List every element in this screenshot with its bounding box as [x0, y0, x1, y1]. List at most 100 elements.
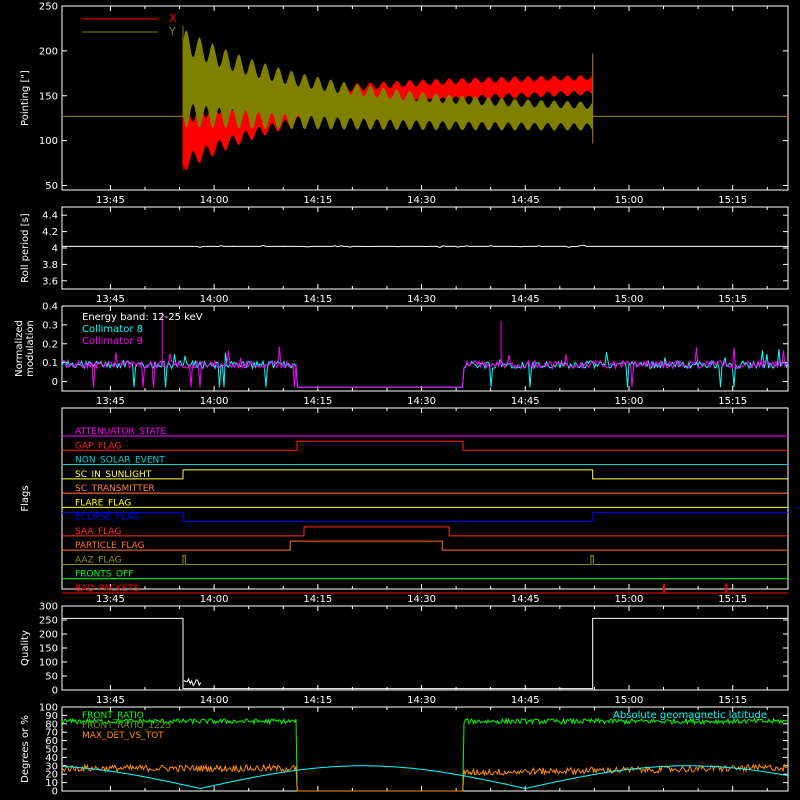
flag-label-saa-flag: SAA_FLAG	[75, 527, 121, 537]
flag-label-particle-flag: PARTICLE_FLAG	[75, 541, 145, 551]
x-tick-label: 13:45	[96, 195, 125, 206]
quality-noise	[183, 677, 202, 687]
x-tick-label: 13:45	[96, 695, 125, 706]
y-tick-label: 300	[39, 602, 58, 613]
y-tick-label: 70	[45, 728, 58, 739]
quality-line	[62, 617, 788, 690]
x-tick-label: 14:15	[303, 396, 332, 407]
x-tick-label: 13:45	[96, 594, 125, 605]
x-tick-label: 15:00	[615, 396, 644, 407]
flag-label-eclipse-flag: ECLIPSE_FLAG	[75, 513, 139, 523]
legend-label-max-det-vs-tot: MAX_DET_VS_TOT	[82, 731, 164, 741]
y-tick-label: 3.8	[42, 260, 58, 271]
flag-label-gap-flag: GAP_FLAG	[75, 441, 121, 451]
series-y-band	[183, 30, 593, 131]
y-tick-label: 4	[52, 244, 58, 255]
x-tick-label: 15:15	[718, 695, 747, 706]
modulation-ylabel: Normalizedmodulation	[14, 320, 36, 377]
modulation-annotation: Energy band: 12-25 keV	[82, 312, 203, 323]
y-tick-label: 250	[39, 616, 58, 627]
flag-label-sc-in-sunlight: SC_IN_SUNLIGHT	[75, 470, 152, 480]
y-tick-label: 250	[39, 2, 58, 13]
x-tick-label: 14:45	[511, 294, 540, 305]
series-max-det-vs-tot-line	[61, 763, 787, 792]
x-tick-label: 14:30	[407, 396, 436, 407]
x-tick-label: 14:00	[200, 294, 229, 305]
y-tick-label: 4.4	[42, 211, 58, 222]
y-tick-label: 0	[52, 686, 58, 697]
pointing-frame	[61, 5, 789, 191]
y-tick-label: 80	[45, 719, 58, 730]
x-tick-label: 14:45	[511, 594, 540, 605]
legend-label-front-ratio-1225: FRONT_RATIO_1225	[82, 721, 171, 731]
flag-label-sc-transmitter: SC_TRANSMITTER	[75, 484, 155, 494]
x-tick-label: 15:15	[718, 396, 747, 407]
flag-line-aaz-flag	[62, 554, 788, 565]
flag-label-bad-packets: BAD_PACKETS	[75, 584, 139, 594]
y-tick-label: 150	[39, 644, 58, 655]
y-tick-label: 40	[45, 753, 58, 764]
x-tick-label: 15:00	[615, 695, 644, 706]
legend-label-collimator-8: Collimator 8	[82, 324, 143, 335]
y-tick-label: 0	[52, 787, 58, 798]
y-tick-label: 30	[45, 761, 58, 772]
x-tick-label: 14:30	[407, 195, 436, 206]
y-tick-label: 3.6	[42, 276, 58, 287]
flag-line-bad-packets	[62, 583, 788, 594]
y-tick-label: 10	[45, 778, 58, 789]
y-tick-label: 20	[45, 770, 58, 781]
y-tick-label: 100	[39, 703, 58, 714]
flag-label-fronts-off: FRONTS_OFF	[75, 570, 133, 580]
x-tick-label: 15:15	[718, 195, 747, 206]
x-tick-label: 15:15	[718, 594, 747, 605]
legend-label-y: Y	[168, 25, 176, 38]
y-tick-label: 90	[45, 711, 58, 722]
y-tick-label: 50	[45, 745, 58, 756]
flags-ylabel: Flags	[20, 485, 31, 511]
degrees-ylabel: Degrees or %	[20, 715, 31, 783]
x-tick-label: 14:00	[200, 396, 229, 407]
y-tick-label: 4.2	[42, 227, 58, 238]
y-tick-label: 0.4	[42, 302, 58, 313]
y-tick-label: 200	[39, 46, 58, 57]
quality-ylabel: Quality	[20, 630, 31, 666]
flag-line-eclipse-flag	[62, 512, 788, 523]
x-tick-label: 14:45	[511, 695, 540, 706]
y-tick-label: 0	[52, 377, 58, 388]
x-tick-label: 13:45	[96, 294, 125, 305]
y-tick-label: 150	[39, 91, 58, 102]
x-tick-label: 14:00	[200, 695, 229, 706]
flag-line-saa-flag	[62, 526, 788, 537]
x-tick-label: 14:45	[511, 396, 540, 407]
flag-line-sc-in-sunlight	[62, 469, 788, 480]
x-tick-label: 14:45	[511, 195, 540, 206]
x-tick-label: 14:15	[303, 195, 332, 206]
series-geomagnetic-latitude-line	[61, 765, 789, 789]
x-tick-label: 14:15	[303, 294, 332, 305]
series-collimator-8-line	[61, 349, 789, 388]
pointing-ylabel: Pointing ["]	[20, 70, 31, 126]
flag-label-flare-flag: FLARE_FLAG	[75, 498, 131, 508]
x-tick-label: 14:30	[407, 594, 436, 605]
x-tick-label: 15:15	[718, 294, 747, 305]
series-collimator-9-line	[61, 346, 789, 388]
flags-frame	[61, 407, 789, 590]
x-tick-label: 15:00	[615, 294, 644, 305]
y-tick-label: 0.2	[42, 339, 58, 350]
x-tick-label: 14:15	[303, 594, 332, 605]
flag-line-gap-flag	[62, 440, 788, 451]
y-tick-label: 60	[45, 736, 58, 747]
legend-label-collimator-9: Collimator 9	[82, 336, 143, 347]
x-tick-label: 14:00	[200, 195, 229, 206]
x-tick-label: 14:00	[200, 594, 229, 605]
y-tick-label: 0.3	[42, 320, 58, 331]
y-tick-label: 50	[45, 672, 58, 683]
y-tick-label: 200	[39, 630, 58, 641]
roll-period-line	[62, 244, 788, 248]
legend-label-x: X	[169, 12, 177, 25]
x-tick-label: 14:30	[407, 695, 436, 706]
y-tick-label: 50	[45, 181, 58, 192]
flag-line-particle-flag	[62, 540, 788, 551]
